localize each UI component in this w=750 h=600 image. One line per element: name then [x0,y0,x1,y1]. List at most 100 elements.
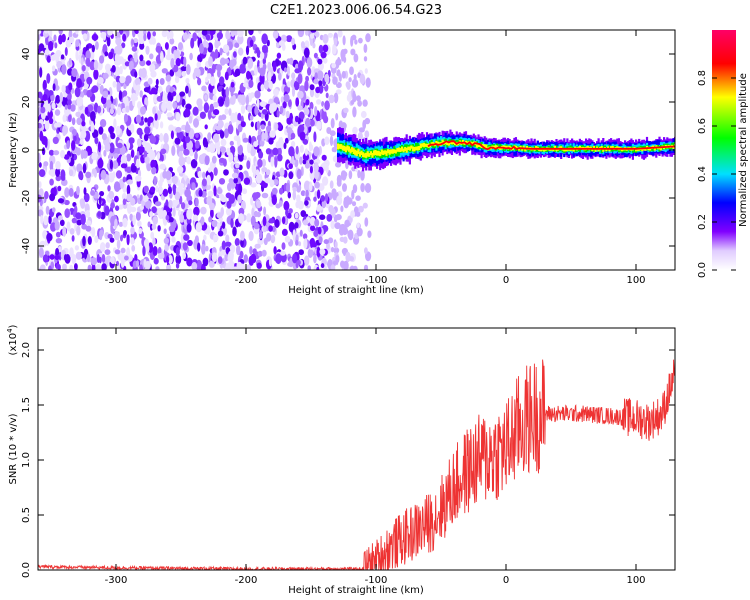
noise-cell [237,30,244,38]
noise-cell [362,202,368,209]
signal-cell [514,145,517,149]
noise-cell [351,201,357,207]
noise-cell [335,214,342,221]
noise-cell [74,263,78,270]
noise-cell [80,57,84,66]
noise-cell [248,135,252,146]
noise-cell [53,34,57,42]
noise-cell [97,211,102,217]
noise-cell [58,34,63,45]
noise-cell [110,202,115,209]
noise-cell [211,252,218,263]
noise-cell [261,249,267,257]
noise-cell [47,103,51,113]
noise-cell [291,140,296,148]
noise-cell [352,184,358,194]
noise-cell [182,32,189,41]
signal-cell [596,146,599,149]
noise-cell [295,201,300,209]
noise-cell [318,80,323,86]
noise-cell [224,95,230,107]
noise-cell [156,151,161,160]
noise-cell [123,83,127,90]
noise-cell [365,77,371,88]
noise-cell [216,222,221,230]
noise-cell [40,215,44,225]
noise-cell [325,92,329,99]
noise-cell [191,262,198,270]
noise-cell [134,77,141,86]
noise-cell [234,42,240,48]
noise-cell [104,142,111,152]
noise-cell [112,80,117,88]
noise-cell [295,260,299,269]
noise-cell [220,146,227,153]
noise-cell [133,38,139,44]
noise-cell [219,130,225,139]
signal-cell [611,146,614,149]
noise-cell [294,212,299,219]
noise-cell [145,45,150,55]
signal-cell [499,147,502,150]
noise-cell [131,46,138,52]
noise-cell [281,242,286,250]
noise-cell [64,208,70,219]
noise-cell [186,223,192,233]
noise-cell [310,30,317,33]
signal-cell [539,148,542,152]
noise-cell [118,90,123,101]
signal-cell [641,148,644,152]
noise-cell [350,210,355,219]
noise-cell [177,166,184,174]
noise-cell [256,211,261,218]
signal-cell [475,144,478,148]
noise-cell [257,30,262,34]
noise-cell [113,181,121,193]
signal-cell [435,140,438,145]
noise-cell [187,183,191,191]
spectrogram-y-ticks: -40 -20 0 20 40 [21,48,675,254]
signal-cell [446,140,449,146]
noise-cell [71,235,75,242]
signal-cell [343,145,346,151]
noise-cell [275,253,282,265]
noise-cell [59,92,63,103]
noise-cell [256,200,262,209]
y-tick-label: 40 [21,48,32,61]
noise-cell [223,128,229,139]
noise-cell [316,246,321,258]
noise-cell [163,228,167,235]
noise-cell [38,97,41,103]
noise-cell [327,32,333,38]
signal-cell [340,144,343,149]
noise-cell [109,125,113,136]
noise-cell [162,170,168,179]
noise-cell [284,235,291,243]
noise-cell [330,118,335,129]
noise-cell [91,44,96,53]
noise-cell [147,221,151,228]
signal-cell [380,149,383,155]
x-tick-label: 100 [626,275,645,286]
noise-cell [170,130,174,140]
noise-cell [41,147,46,156]
noise-cell [303,47,310,58]
noise-cell [143,185,149,193]
noise-cell [198,154,206,165]
signal-cell [397,147,400,152]
noise-cell [314,181,320,189]
noise-cell [51,65,56,72]
noise-cell [309,159,314,165]
noise-cell [160,154,164,162]
noise-cell [253,64,258,76]
noise-cell [38,209,44,217]
noise-cell [238,183,243,194]
signal-cell [372,150,376,156]
noise-cell [217,256,223,264]
noise-cell [331,147,336,153]
noise-cell [296,168,302,180]
signal-cell [464,140,468,144]
signal-cell [369,151,372,156]
noise-cell [268,225,273,232]
snr-x-ticks: -300 -200 -100 0 100 [105,328,646,586]
